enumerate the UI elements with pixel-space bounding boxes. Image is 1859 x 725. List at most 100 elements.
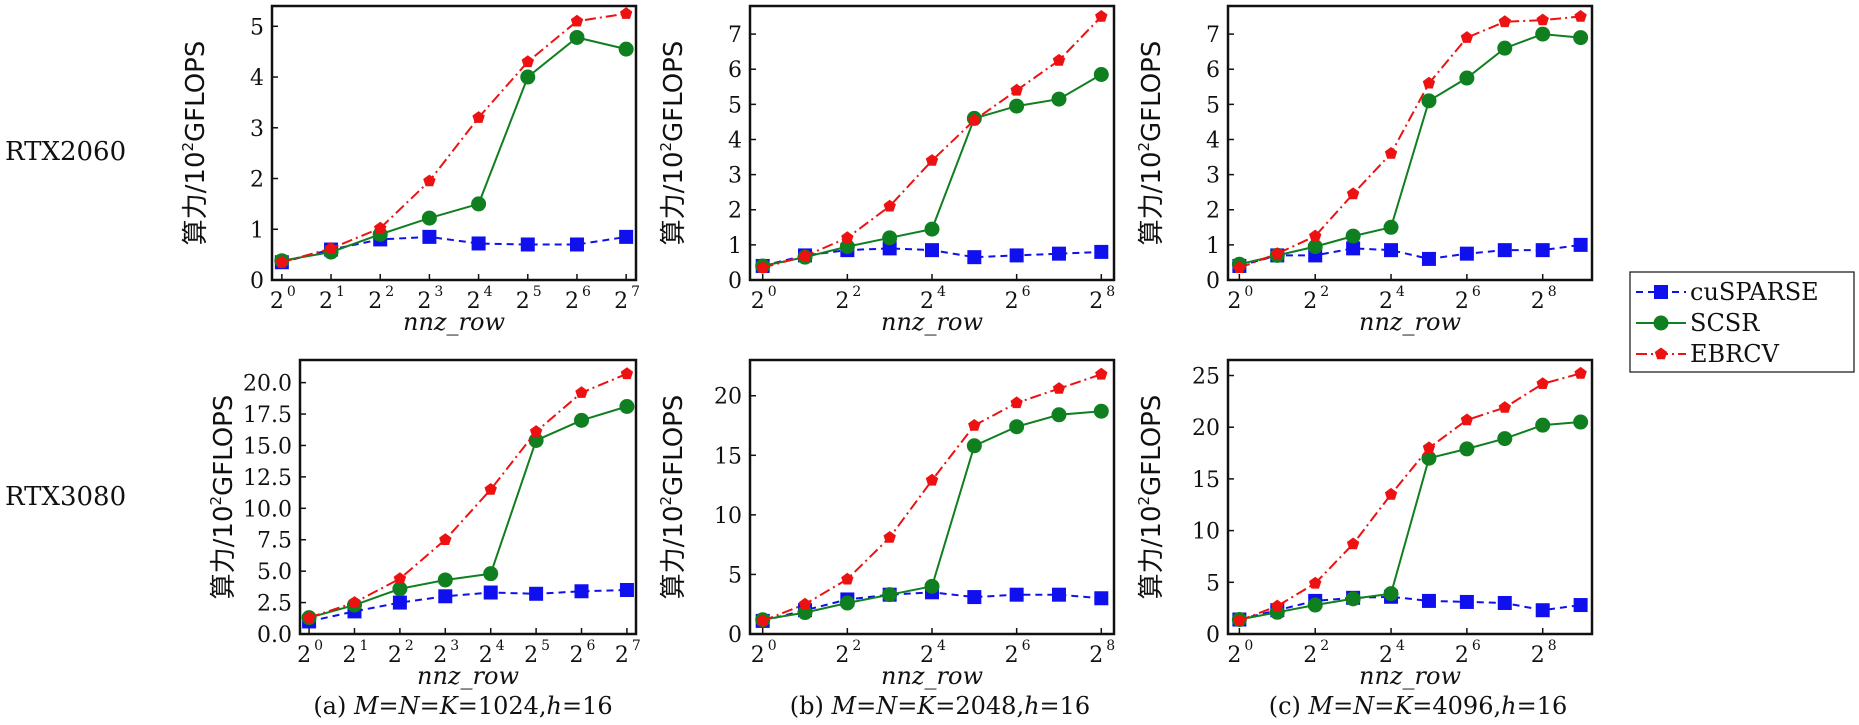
y-tick-label: 7 [1206, 23, 1220, 48]
legend-label: cuSPARSE [1690, 278, 1819, 306]
series-line [1239, 243, 1581, 267]
data-point [483, 566, 499, 582]
data-point [620, 7, 633, 19]
data-point [520, 237, 535, 252]
data-point [924, 578, 940, 594]
y-tick-label: 3 [250, 117, 264, 142]
plot-frame [270, 4, 638, 282]
data-point [1233, 261, 1246, 273]
data-point [439, 533, 452, 545]
data-point [438, 589, 453, 604]
legend-entry-cusparse: cuSPARSE [1636, 278, 1819, 306]
data-point [1421, 450, 1437, 466]
x-tick-label: 2 [1005, 643, 1019, 668]
y-tick-label: 17.5 [243, 403, 292, 428]
data-point [569, 29, 585, 45]
x-tick-exponent: 0 [287, 284, 296, 300]
data-point [484, 483, 497, 495]
data-point [1573, 30, 1589, 46]
data-point [798, 597, 812, 610]
data-point [324, 242, 338, 254]
data-point [348, 596, 361, 608]
x-tick-label: 2 [319, 289, 333, 314]
data-point [1009, 587, 1024, 602]
series-scsr [755, 403, 1109, 628]
x-tick-label: 2 [1303, 643, 1317, 668]
x-tick-exponent: 1 [336, 284, 345, 300]
x-axis-label: nnz_row [1359, 662, 1461, 690]
y-tick-label: 4 [728, 128, 742, 153]
data-point [1052, 382, 1066, 394]
legend-marker [1653, 315, 1669, 331]
x-tick-exponent: 1 [359, 638, 368, 654]
data-point [1384, 243, 1399, 258]
data-point [1051, 246, 1066, 261]
series-ebrcv [1233, 10, 1587, 273]
x-tick-label: 2 [1005, 289, 1019, 314]
data-point [1421, 593, 1436, 608]
data-point [421, 210, 437, 226]
legend-entry-ebrcv: EBRCV [1636, 340, 1780, 368]
x-tick-exponent: 2 [1320, 284, 1329, 300]
data-point [1459, 246, 1474, 261]
data-point [423, 174, 436, 187]
data-point [1536, 377, 1549, 389]
x-tick-exponent: 4 [937, 284, 946, 300]
x-axis-label: nnz_row [1359, 308, 1461, 336]
series-ebrcv [756, 10, 1108, 273]
series-scsr [755, 67, 1109, 274]
x-tick-label: 2 [270, 289, 284, 314]
data-point [883, 531, 896, 543]
x-tick-label: 2 [433, 643, 447, 668]
x-tick-label: 2 [342, 643, 356, 668]
y-tick-label: 4 [250, 66, 264, 91]
legend-label: SCSR [1690, 309, 1760, 337]
data-point [472, 111, 485, 123]
series-scsr [1231, 414, 1589, 628]
data-point [1346, 241, 1361, 256]
data-point [841, 231, 854, 244]
legend: cuSPARSE SCSR EBRCV [1629, 271, 1855, 373]
x-tick-exponent: 5 [533, 284, 542, 300]
y-tick-label: 15 [714, 444, 742, 469]
data-point [1573, 598, 1588, 613]
data-point [1093, 403, 1109, 419]
data-point [393, 572, 407, 584]
x-axis-label: nnz_row [881, 308, 983, 336]
series-cusparse [1232, 589, 1588, 627]
data-point [437, 572, 453, 588]
data-point [1309, 229, 1322, 242]
x-tick-label: 2 [516, 289, 530, 314]
data-point [1345, 228, 1361, 244]
data-point [1383, 586, 1399, 602]
data-point [521, 55, 534, 68]
x-tick-label: 2 [1531, 643, 1545, 668]
y-tick-label: 0.0 [257, 623, 292, 648]
x-tick-exponent: 6 [582, 284, 591, 300]
y-tick-label: 20 [714, 385, 742, 410]
y-tick-label: 10 [1192, 520, 1220, 545]
y-tick-label: 6 [728, 58, 742, 83]
data-point [618, 41, 634, 57]
data-point [1573, 237, 1588, 252]
series-ebrcv [1233, 366, 1587, 626]
x-tick-label: 2 [835, 643, 849, 668]
data-point [1233, 614, 1246, 626]
series-line [281, 235, 627, 264]
panel-caption: (b) M=N=K=2048,h=16 [790, 692, 1090, 720]
data-point [471, 196, 487, 212]
x-tick-label: 2 [1303, 289, 1317, 314]
y-tick-label: 3 [728, 164, 742, 189]
series-ebrcv [756, 367, 1108, 627]
x-tick-label: 2 [417, 289, 431, 314]
x-tick-label: 2 [1089, 289, 1103, 314]
x-tick-label: 2 [368, 289, 382, 314]
data-point [1052, 53, 1066, 66]
data-point [1422, 441, 1436, 454]
x-tick-exponent: 2 [385, 284, 394, 300]
data-point [1384, 147, 1398, 159]
data-point [756, 261, 769, 273]
series-line [762, 73, 1102, 267]
